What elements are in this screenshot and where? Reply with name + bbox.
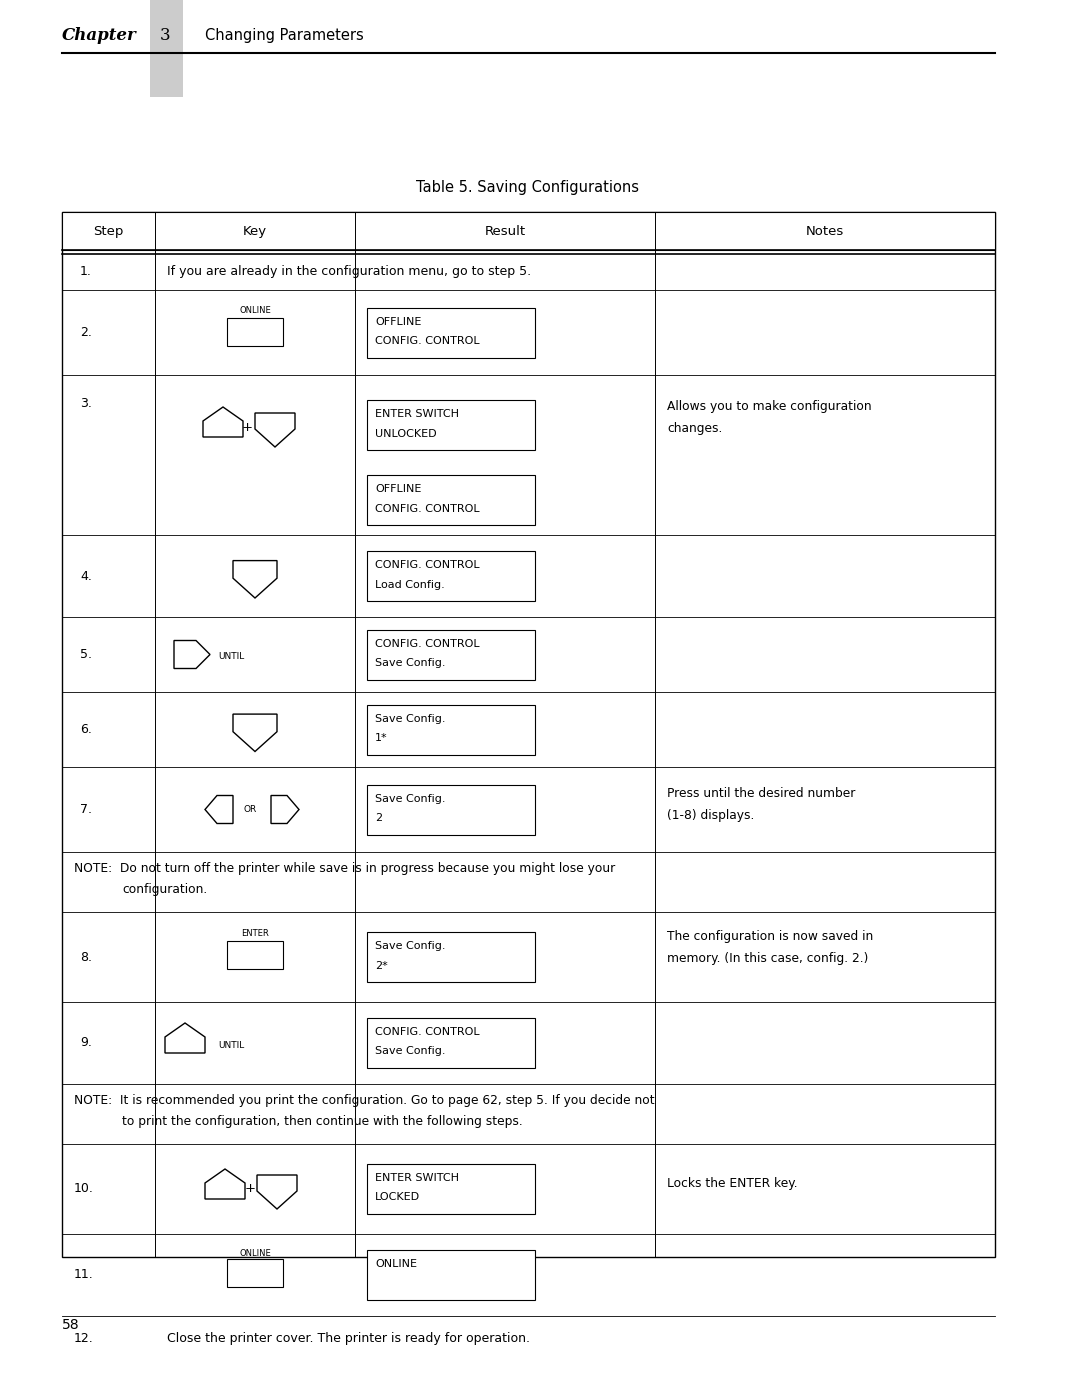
Text: memory. (In this case, config. 2.): memory. (In this case, config. 2.)	[667, 951, 868, 965]
Text: ONLINE: ONLINE	[375, 1259, 417, 1268]
Text: 11.: 11.	[75, 1268, 94, 1281]
Text: UNLOCKED: UNLOCKED	[375, 429, 436, 439]
Text: 3.: 3.	[80, 397, 92, 409]
Text: 10.: 10.	[75, 1182, 94, 1196]
Text: Close the printer cover. The printer is ready for operation.: Close the printer cover. The printer is …	[167, 1331, 530, 1345]
Text: to print the configuration, then continue with the following steps.: to print the configuration, then continu…	[122, 1115, 523, 1127]
Bar	[367, 785, 535, 834]
Text: 12.: 12.	[75, 1331, 94, 1345]
Text: 1.: 1.	[80, 265, 92, 278]
Text: (1-8) displays.: (1-8) displays.	[667, 809, 754, 821]
Text: Locks the ENTER key.: Locks the ENTER key.	[667, 1178, 798, 1190]
Text: Save Config.: Save Config.	[375, 793, 446, 803]
Text: changes.: changes.	[667, 422, 723, 434]
Text: 2.: 2.	[80, 326, 92, 339]
Text: 2*: 2*	[375, 961, 388, 971]
Text: 1*: 1*	[375, 733, 388, 743]
Text: NOTE:  It is recommended you print the configuration. Go to page 62, step 5. If : NOTE: It is recommended you print the co…	[75, 1094, 654, 1106]
Text: CONFIG. CONTROL: CONFIG. CONTROL	[375, 560, 480, 570]
Text: +: +	[242, 420, 253, 433]
Text: Table 5. Saving Configurations: Table 5. Saving Configurations	[417, 179, 639, 194]
Bar	[367, 550, 535, 601]
Text: ENTER SWITCH: ENTER SWITCH	[375, 409, 459, 419]
Text: ENTER: ENTER	[241, 929, 269, 937]
Bar	[367, 1250, 535, 1301]
Text: configuration.: configuration.	[122, 883, 207, 895]
Bar	[227, 317, 283, 345]
Text: The configuration is now saved in: The configuration is now saved in	[667, 930, 874, 943]
Text: ONLINE: ONLINE	[239, 306, 271, 314]
Text: CONFIG. CONTROL: CONFIG. CONTROL	[375, 1027, 480, 1037]
Text: 3: 3	[160, 27, 171, 43]
Text: Chapter: Chapter	[62, 27, 137, 43]
Text: 58: 58	[62, 1317, 80, 1331]
Text: 8.: 8.	[80, 950, 92, 964]
Text: NOTE:  Do not turn off the printer while save is in progress because you might l: NOTE: Do not turn off the printer while …	[75, 862, 616, 875]
Text: Result: Result	[485, 225, 526, 237]
Text: CONFIG. CONTROL: CONFIG. CONTROL	[375, 503, 480, 514]
Text: Save Config.: Save Config.	[375, 658, 446, 668]
Text: Load Config.: Load Config.	[375, 580, 445, 590]
Text: Step: Step	[93, 225, 124, 237]
Bar	[367, 704, 535, 754]
Text: UNTIL: UNTIL	[218, 1041, 244, 1049]
Bar	[62, 212, 995, 250]
Text: 9.: 9.	[80, 1037, 92, 1049]
Text: If you are already in the configuration menu, go to step 5.: If you are already in the configuration …	[167, 265, 531, 278]
Bar	[227, 942, 283, 970]
Bar	[367, 932, 535, 982]
Text: ONLINE: ONLINE	[239, 1249, 271, 1257]
Text: Press until the desired number: Press until the desired number	[667, 787, 855, 800]
Text: UNTIL: UNTIL	[218, 652, 244, 661]
Bar	[150, 0, 183, 96]
Bar	[62, 212, 995, 1257]
Text: ENTER SWITCH: ENTER SWITCH	[375, 1173, 459, 1183]
Bar	[367, 307, 535, 358]
Text: 7.: 7.	[80, 803, 92, 816]
Bar	[367, 400, 535, 450]
Bar	[367, 475, 535, 525]
Bar	[367, 630, 535, 679]
Text: Notes: Notes	[806, 225, 845, 237]
Text: CONFIG. CONTROL: CONFIG. CONTROL	[375, 337, 480, 346]
Text: OFFLINE: OFFLINE	[375, 483, 421, 495]
Text: LOCKED: LOCKED	[375, 1193, 420, 1203]
Text: +: +	[244, 1182, 256, 1196]
Text: 4.: 4.	[80, 570, 92, 583]
Text: 5.: 5.	[80, 648, 92, 661]
Text: Changing Parameters: Changing Parameters	[205, 28, 364, 42]
Bar	[227, 1259, 283, 1287]
Text: CONFIG. CONTROL: CONFIG. CONTROL	[375, 638, 480, 648]
Text: OFFLINE: OFFLINE	[375, 317, 421, 327]
Text: Save Config.: Save Config.	[375, 714, 446, 724]
Text: OR: OR	[243, 805, 257, 814]
Text: Key: Key	[243, 225, 267, 237]
Text: 2: 2	[375, 813, 382, 823]
Text: 6.: 6.	[80, 724, 92, 736]
Text: Allows you to make configuration: Allows you to make configuration	[667, 400, 872, 414]
Text: Save Config.: Save Config.	[375, 1046, 446, 1056]
Bar	[367, 1164, 535, 1214]
Bar	[367, 1018, 535, 1067]
Text: Save Config.: Save Config.	[375, 942, 446, 951]
